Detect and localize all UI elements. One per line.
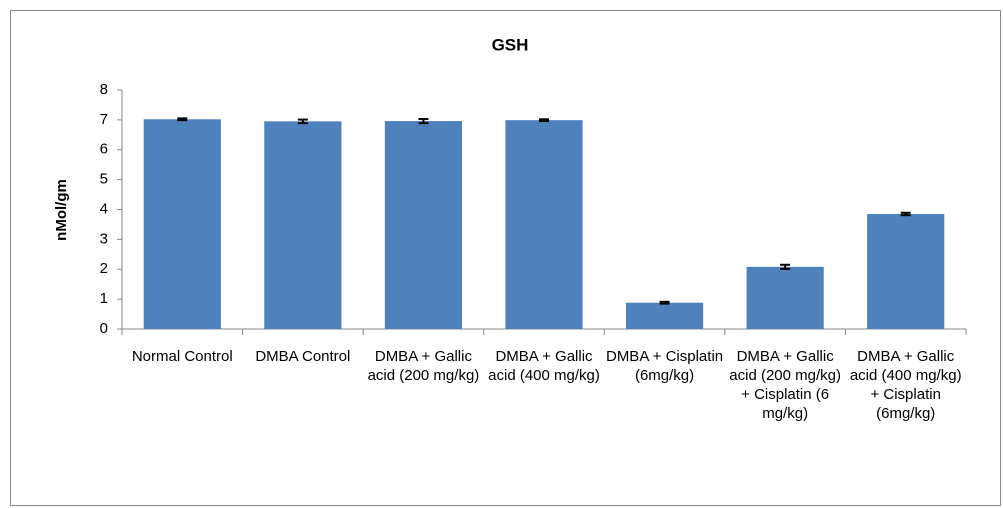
x-tick-label: DMBA + Gallic acid (200 mg/kg) + Cisplat… [729,348,841,422]
x-tick-label: DMBA + Gallic acid (400 mg/kg) [488,348,600,384]
chart-title: GSH [492,35,529,54]
y-tick-label: 8 [100,81,108,98]
bar [625,302,704,329]
error-bar [297,118,308,125]
bar [505,120,583,329]
bar [143,119,221,329]
x-tick-label: DMBA + Cisplatin (6mg/kg) [605,348,724,384]
bar [264,121,342,330]
error-bar [418,117,429,125]
x-tick-label: Normal Control [131,348,233,365]
error-bar [539,118,549,123]
y-tick-label: 7 [100,111,108,128]
y-tick-label: 6 [100,141,108,158]
error-bar [900,211,911,217]
bar [867,213,945,329]
y-tick-label: 4 [100,200,108,217]
x-tick-label: DMBA + Gallic acid (200 mg/kg) [367,348,480,384]
bar [384,121,463,329]
error-bar [659,300,670,305]
y-tick-label: 0 [100,320,108,337]
x-tick-label: DMBA + Gallic acid (400 mg/kg) + Cisplat… [849,348,962,422]
x-tick-label: DMBA Control [255,348,351,365]
y-tick-label: 3 [100,230,108,247]
y-tick-label: 2 [100,260,108,277]
error-bar [780,263,791,270]
y-tick-label: 1 [100,290,108,307]
chart-frame [10,10,1001,506]
bar [746,266,824,329]
y-axis-label: nMol/gm [53,179,70,241]
error-bar [177,117,188,122]
y-tick-label: 5 [100,171,108,188]
